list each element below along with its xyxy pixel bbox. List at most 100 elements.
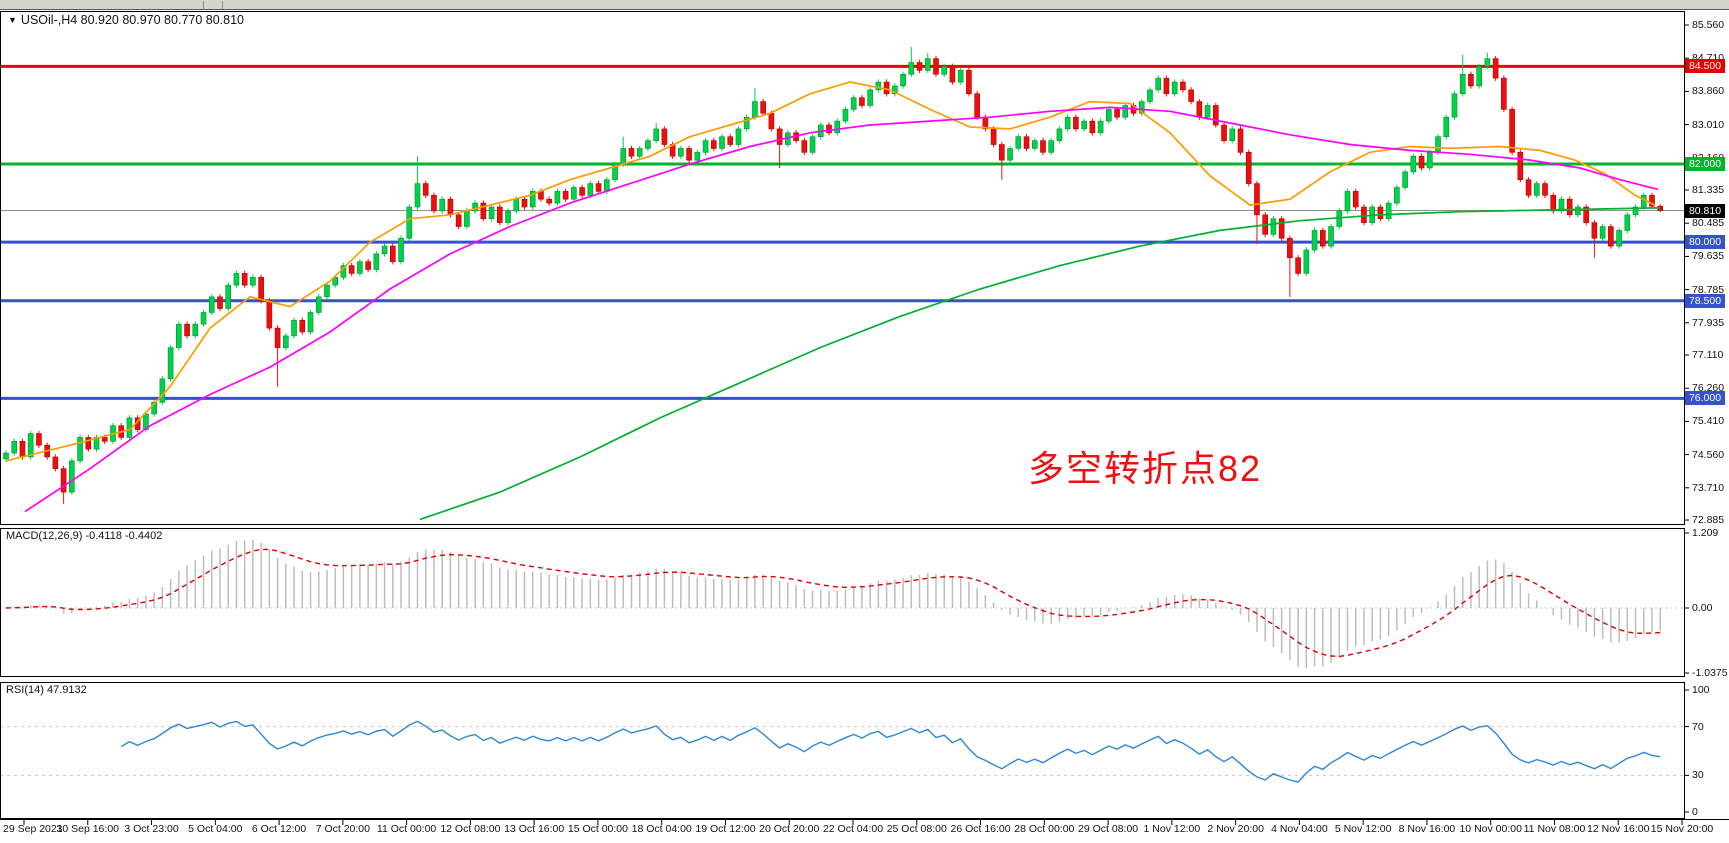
candle xyxy=(11,441,18,454)
candle xyxy=(999,144,1005,161)
candle xyxy=(1064,116,1071,130)
candle xyxy=(1451,93,1458,118)
strip-separator xyxy=(222,1,223,9)
candle xyxy=(1344,191,1351,212)
candle xyxy=(1311,230,1318,251)
candle xyxy=(826,124,832,134)
candle xyxy=(250,277,256,286)
candle xyxy=(159,378,166,403)
candle xyxy=(1542,183,1548,196)
candle xyxy=(636,148,643,157)
candle xyxy=(1221,124,1227,141)
ma-slow-green[interactable] xyxy=(419,206,1661,521)
price-badge-84.500: 84.500 xyxy=(1685,59,1725,74)
candle xyxy=(1566,198,1573,216)
candle xyxy=(151,401,157,415)
candle xyxy=(455,214,462,227)
collapse-arrow-icon[interactable]: ▼ xyxy=(8,15,17,25)
candle xyxy=(990,128,997,145)
candle xyxy=(1270,218,1277,235)
candle xyxy=(505,210,511,223)
macd-axis-label: 1.209 xyxy=(1692,527,1719,539)
candle xyxy=(348,265,355,274)
candle xyxy=(949,66,956,83)
time-label: 7 Oct 20:00 xyxy=(315,823,370,835)
candle xyxy=(579,187,585,196)
candle xyxy=(1213,105,1219,126)
candle xyxy=(809,136,816,153)
candle xyxy=(1237,128,1244,153)
candle xyxy=(859,97,865,106)
candle xyxy=(850,97,857,110)
candle xyxy=(546,198,552,204)
price-axis-label: 78.785 xyxy=(1692,283,1725,296)
candle xyxy=(1468,73,1474,87)
candle xyxy=(842,109,849,122)
candle xyxy=(217,296,223,309)
candle xyxy=(1089,120,1096,134)
candle xyxy=(176,323,182,348)
time-label: 29 Oct 08:00 xyxy=(1078,823,1139,835)
price-axis-label: 77.935 xyxy=(1692,316,1725,329)
candle xyxy=(1385,202,1392,220)
candle xyxy=(1402,171,1408,188)
candle xyxy=(52,456,59,469)
candle xyxy=(1171,81,1178,95)
candle xyxy=(875,81,882,91)
candle xyxy=(933,58,939,75)
candle xyxy=(266,300,273,329)
time-label: 29 Sep 2021 xyxy=(3,823,63,835)
price-axis-label: 81.335 xyxy=(1692,184,1725,197)
candle xyxy=(1229,128,1236,141)
candle xyxy=(1533,183,1540,196)
candle xyxy=(77,437,83,462)
rsi-axis-label: 0 xyxy=(1692,806,1698,818)
candle xyxy=(233,273,240,286)
rsi-axis-label: 30 xyxy=(1692,769,1704,782)
ma-mid-magenta[interactable] xyxy=(24,106,1659,513)
candle xyxy=(1517,152,1524,180)
candle xyxy=(628,148,635,157)
candle xyxy=(1295,257,1301,274)
price-badge-76.000: 76.000 xyxy=(1685,391,1725,406)
candle xyxy=(315,296,322,313)
candle xyxy=(1031,140,1038,149)
price-axis-label: 83.860 xyxy=(1692,85,1725,98)
candle xyxy=(1023,136,1030,149)
window-top-strip xyxy=(0,0,1729,10)
rsi-axis-label: 70 xyxy=(1692,720,1704,733)
time-label: 30 Sep 16:00 xyxy=(56,823,120,835)
candle xyxy=(1040,140,1046,153)
candle xyxy=(1632,206,1639,216)
price-axis-label: 85.560 xyxy=(1692,19,1725,32)
candle xyxy=(957,70,964,83)
ma-fast-orange[interactable] xyxy=(5,81,1656,462)
candle xyxy=(1575,206,1581,216)
candle xyxy=(291,319,297,337)
candle xyxy=(241,273,248,286)
candle xyxy=(324,284,330,298)
symbol-ohlc-info: ▼ USOil-,H4 80.920 80.970 80.770 80.810 xyxy=(8,13,244,27)
time-label: 12 Nov 16:00 xyxy=(1587,823,1650,835)
candle xyxy=(1245,152,1252,184)
candle xyxy=(390,245,396,262)
candle xyxy=(1328,226,1334,247)
time-label: 20 Oct 20:00 xyxy=(759,823,820,835)
candle xyxy=(85,437,92,450)
candle xyxy=(719,136,725,149)
candle xyxy=(1106,109,1112,122)
candle xyxy=(439,198,445,212)
candle xyxy=(1459,73,1466,95)
price-axis-label: 74.560 xyxy=(1692,448,1725,461)
candle xyxy=(776,128,783,145)
candle xyxy=(101,437,108,442)
chart-annotation-text[interactable]: 多空转折点82 xyxy=(1028,448,1263,489)
candle xyxy=(645,140,651,149)
candle xyxy=(27,433,34,458)
candle xyxy=(760,101,766,114)
candle xyxy=(398,237,404,262)
time-label: 11 Nov 08:00 xyxy=(1523,823,1586,835)
candle xyxy=(892,85,898,95)
price-axis-label: 72.885 xyxy=(1692,514,1725,527)
